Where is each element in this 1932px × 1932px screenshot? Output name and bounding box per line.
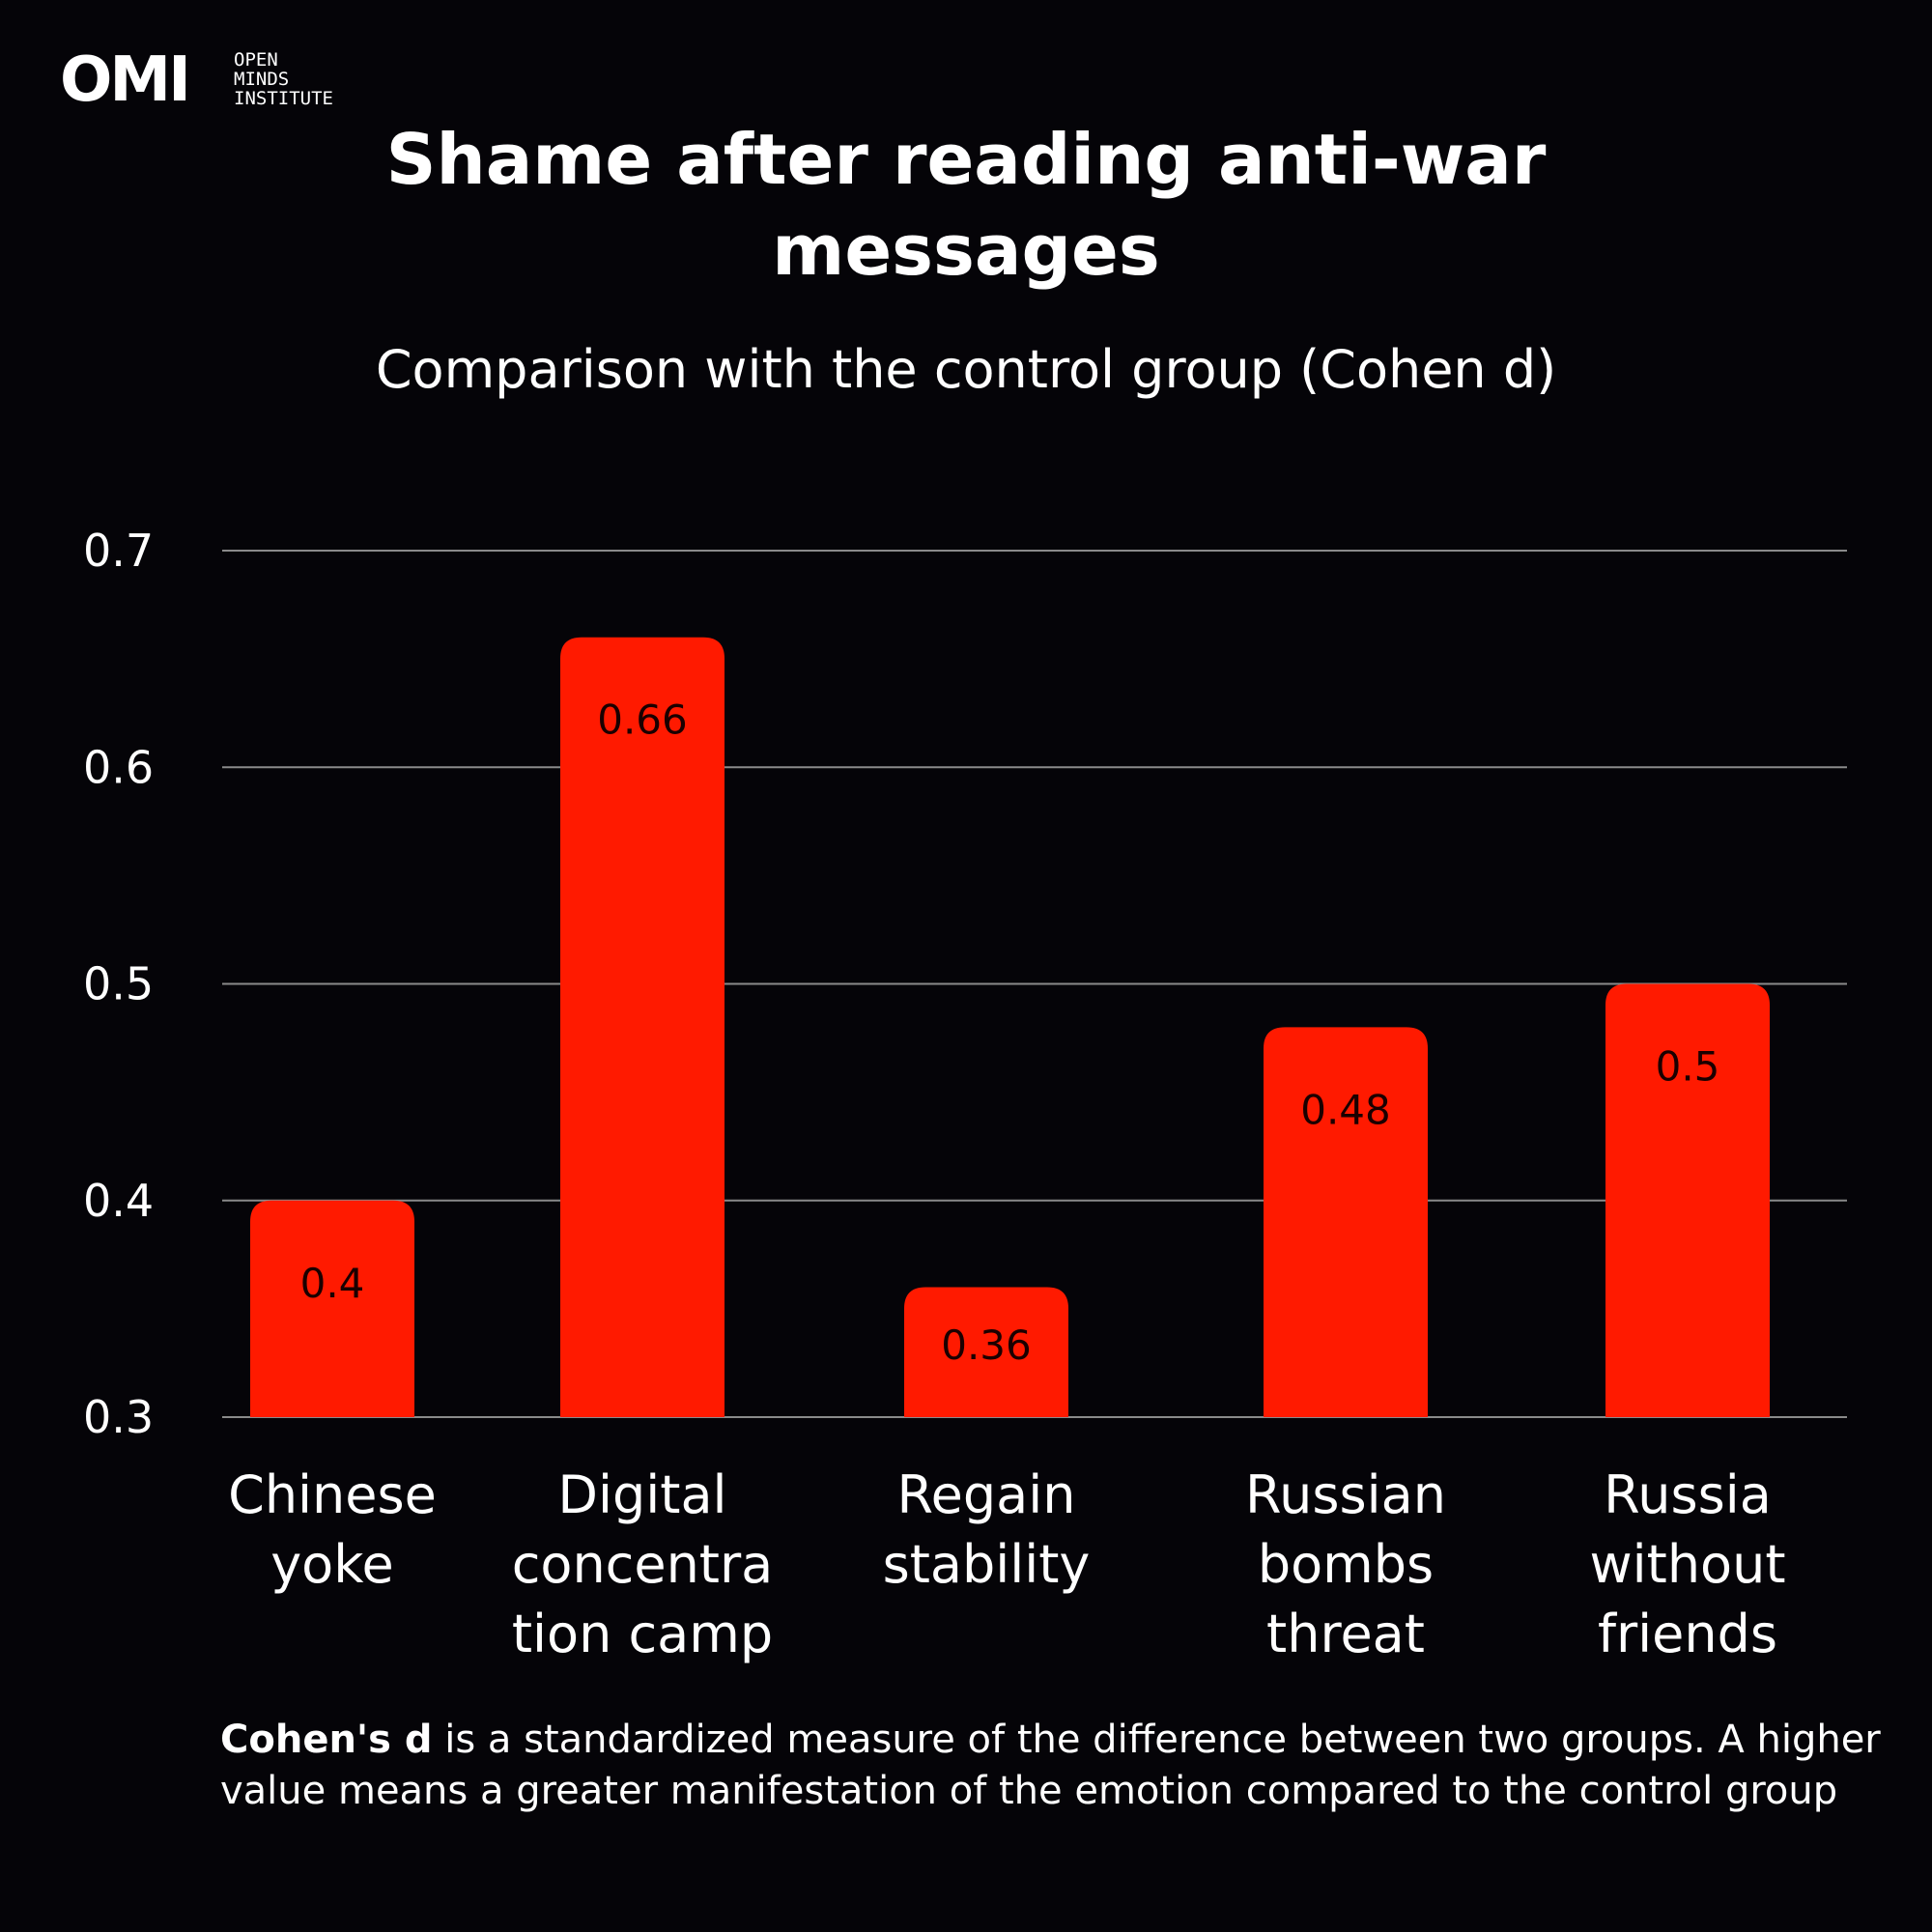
x-category-label: Digital: [557, 1464, 726, 1525]
bar-value-label: 0.5: [1656, 1043, 1720, 1091]
x-category-label: threat: [1266, 1604, 1425, 1664]
x-category-label: friends: [1598, 1604, 1777, 1664]
logo-line: OPEN: [234, 49, 278, 71]
y-tick-label: 0.4: [83, 1175, 154, 1227]
x-category-label: Russia: [1604, 1464, 1772, 1525]
bar: [1605, 983, 1770, 1417]
x-category-label: without: [1589, 1534, 1785, 1595]
bar: [904, 1287, 1068, 1417]
chart-subtitle: Comparison with the control group (Cohen…: [375, 339, 1557, 400]
footnote-term: Cohen's d: [220, 1718, 433, 1762]
bar-value-label: 0.48: [1300, 1086, 1391, 1133]
cohen-d-footnote: Cohen's d is a standardized measure of t…: [220, 1715, 1882, 1817]
logo-line: MINDS: [234, 69, 290, 90]
bar: [1264, 1027, 1428, 1417]
logo-line: INSTITUTE: [234, 88, 333, 109]
bar-value-label: 0.4: [300, 1260, 365, 1307]
x-category-label: Russian: [1245, 1464, 1446, 1525]
bar: [560, 637, 724, 1417]
chart-title: Shame after reading anti-war messages: [385, 119, 1547, 291]
footnote-text: is a standardized measure of the differe…: [220, 1718, 1881, 1813]
logo-mark: OMI: [60, 44, 191, 116]
logo-institute-name: OPEN MINDS INSTITUTE: [234, 50, 369, 108]
bar: [250, 1200, 414, 1417]
y-tick-label: 0.3: [83, 1391, 154, 1443]
bar-value-label: 0.66: [597, 696, 688, 744]
y-tick-label: 0.5: [83, 958, 154, 1010]
bar-value-label: 0.36: [941, 1321, 1032, 1369]
y-tick-label: 0.7: [83, 525, 154, 577]
x-category-label: tion camp: [512, 1604, 773, 1664]
x-category-label: concentra: [512, 1534, 774, 1595]
x-category-label: Regain: [897, 1464, 1076, 1525]
x-category-label: stability: [883, 1534, 1091, 1595]
x-category-label: yoke: [270, 1534, 394, 1595]
y-tick-label: 0.6: [83, 741, 154, 793]
x-category-label: Chinese: [228, 1464, 437, 1525]
x-category-label: bombs: [1258, 1534, 1434, 1595]
